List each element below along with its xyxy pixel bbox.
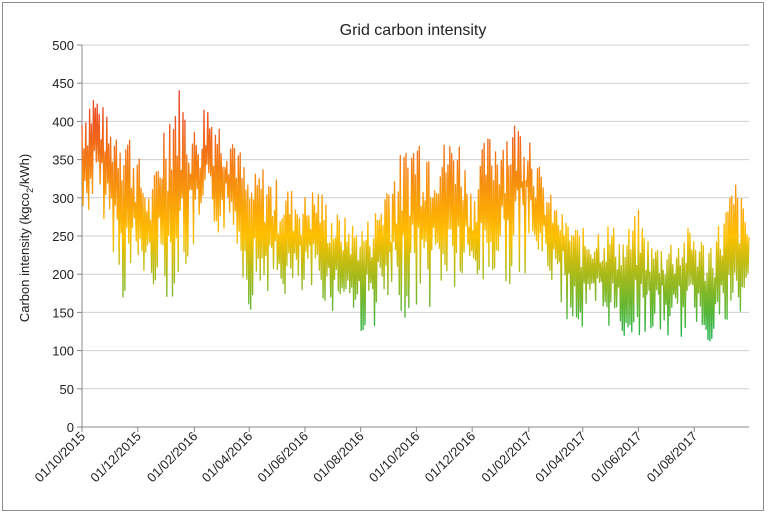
x-axis-ticks: 01/10/2015 01/12/2015 01/02/201601/04/2016… [31,427,700,485]
y-tick-label: 500 [52,38,74,53]
y-axis-label: Carbon intensity (kgco2/kWh) [17,154,35,322]
x-tick-label: 01/08/2017 [644,429,701,486]
y-tick-label: 200 [52,267,74,282]
x-tick-label: 01/04/2016 [199,429,256,486]
y-tick-label: 300 [52,191,74,206]
plot-area [81,90,750,342]
y-tick-label: 100 [52,344,74,359]
y-axis-label-main: Carbon intensity (kgco [17,193,32,322]
x-tick-label: 01/12/2015 [87,429,144,486]
y-axis-label-unit: /kWh) [17,154,32,188]
y-tick-label: 50 [60,382,74,397]
chart-frame: Grid carbon intensity 0 50 100 150 200 250 300… [2,2,764,511]
y-axis-label-subscript: 2 [25,188,35,193]
x-tick-label: 01/06/2016 [254,429,311,486]
y-tick-label: 150 [52,305,74,320]
y-tick-label: 350 [52,153,74,168]
x-tick-label: 01/06/2017 [588,429,645,486]
x-tick-label: 01/08/2016 [310,429,367,486]
x-tick-label: 01/10/2016 [366,429,423,486]
x-tick-label: 01/02/2017 [478,429,535,486]
y-tick-label: 0 [67,420,74,435]
chart-title: Grid carbon intensity [340,22,487,39]
y-tick-label: 250 [52,229,74,244]
carbon-intensity-series-line [81,90,750,342]
x-tick-label: 01/12/2016 [422,429,479,486]
y-axis-ticks: 0 50 100 150 200 250 300 350 400 450 500 [52,38,82,435]
y-tick-label: 400 [52,114,74,129]
x-tick-label: 01/02/2016 [144,429,201,486]
x-tick-label: 01/10/2015 [31,429,88,486]
y-tick-label: 450 [52,76,74,91]
carbon-intensity-chart: Grid carbon intensity 0 50 100 150 200 250 300… [17,22,750,485]
x-tick-label: 01/04/2017 [532,429,589,486]
